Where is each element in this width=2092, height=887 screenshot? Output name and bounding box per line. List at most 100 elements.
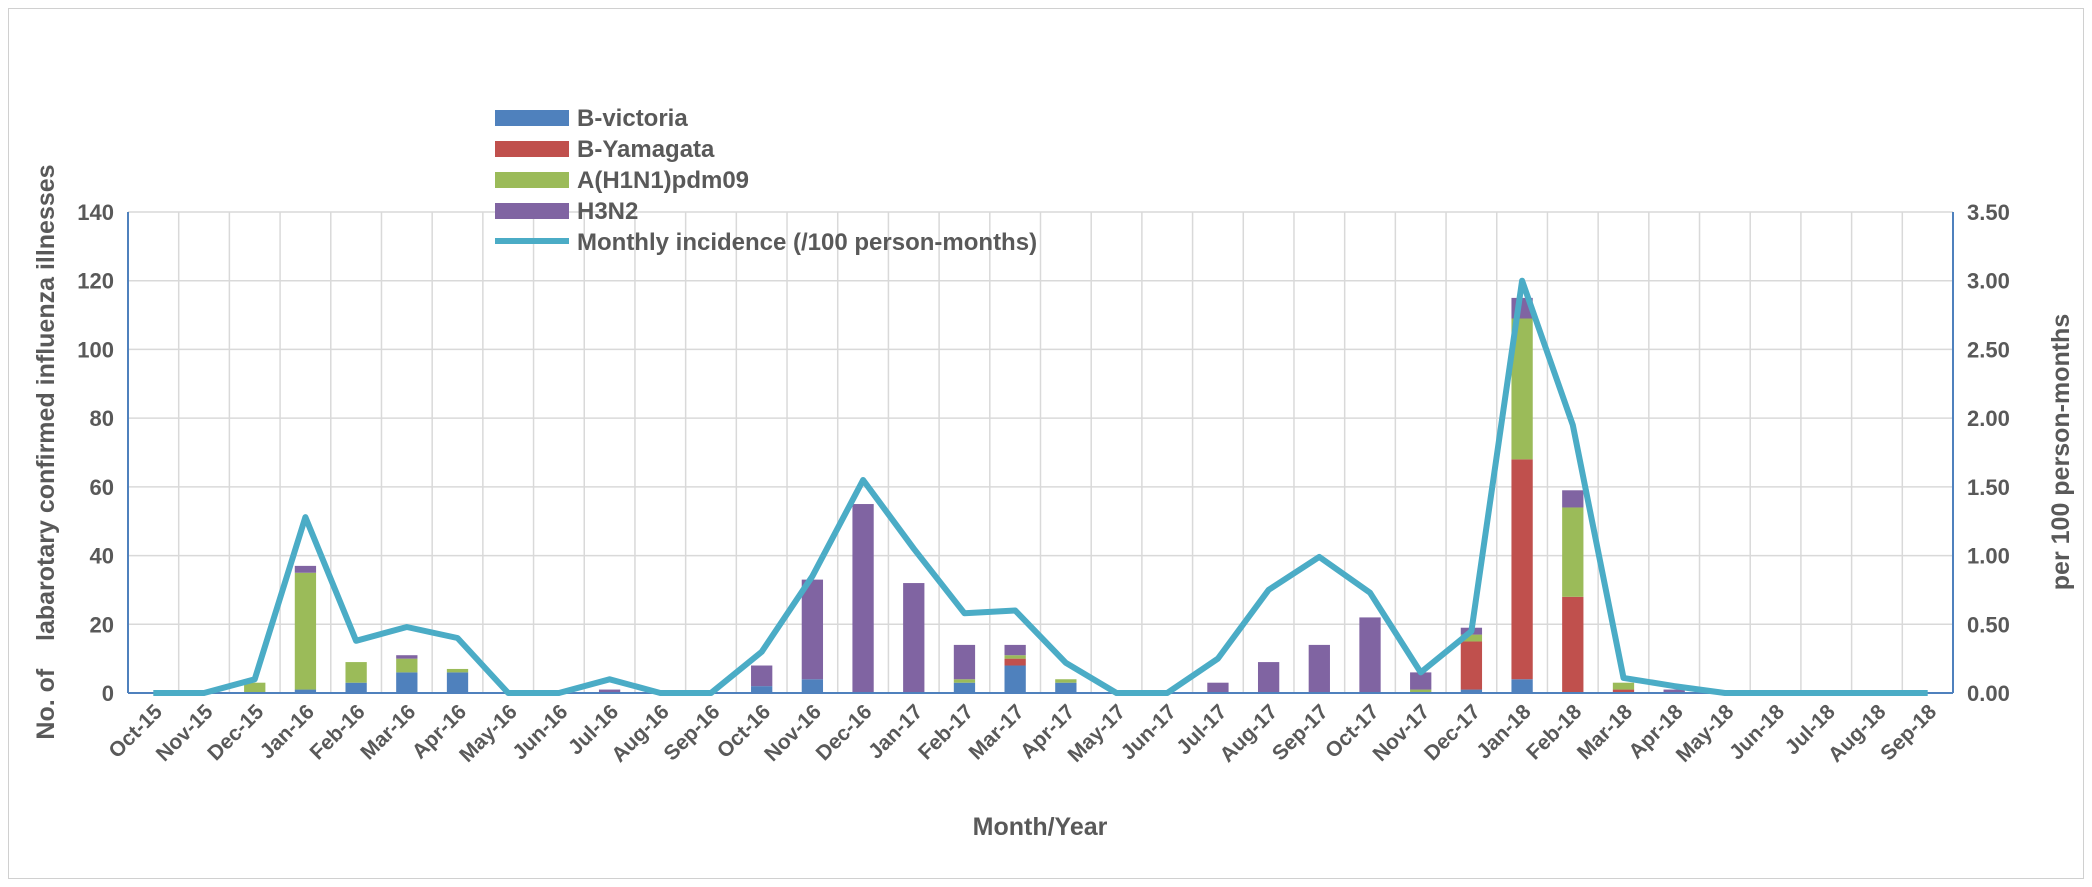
x-tick-label: Dec-17: [1420, 700, 1485, 765]
y-tick-right: 0.00: [1967, 681, 2010, 706]
x-tick-label: May-16: [455, 700, 522, 767]
bar-a-h1n1-pdm09-mar-18: [1612, 682, 1635, 690]
bar-b-victoria-feb-17: [953, 682, 976, 693]
bar-h3n2-sep-17: [1308, 644, 1330, 693]
bar-h3n2-nov-17: [1410, 672, 1432, 690]
legend-swatch-b-victoria: [495, 110, 569, 126]
x-tick-label: May-17: [1063, 700, 1130, 767]
bar-a-h1n1-pdm09-apr-17: [1055, 679, 1077, 683]
y-tick-left: 80: [90, 406, 114, 431]
y-tick-left: 140: [77, 200, 114, 225]
x-tick-label: Feb-18: [1522, 700, 1586, 764]
x-tick-label: Mar-16: [356, 700, 420, 764]
bar-a-h1n1-pdm09-feb-17: [953, 679, 976, 683]
bar-b-victoria-dec-17: [1460, 689, 1483, 693]
tick-labels: 0 20 40 60 80 100 120 140 0.00 0.50 1.00 1.50 2.00 2.…: [77, 200, 2010, 767]
axes: [127, 212, 1954, 694]
x-tick-label: Jan-16: [256, 700, 319, 763]
x-tick-label: Jun-16: [508, 700, 572, 764]
bar-b-yamagata-feb-18: [1562, 596, 1584, 693]
bar-b-victoria-jan-18: [1511, 679, 1533, 693]
bar-h3n2-mar-17: [1004, 644, 1026, 656]
legend-label-b-victoria: B-victoria: [577, 105, 688, 132]
x-axis-label: Month/Year: [973, 813, 1108, 841]
bar-a-h1n1-pdm09-feb-16: [345, 662, 367, 683]
legend-label-b-yamagata: B-Yamagata: [577, 136, 715, 163]
legend-swatch-b-yamagata: [495, 141, 569, 157]
bar-b-victoria-mar-17: [1004, 665, 1026, 693]
bar-b-yamagata-mar-17: [1004, 658, 1026, 666]
gridlines: [127, 211, 1954, 694]
bar-a-h1n1-pdm09-nov-17: [1410, 689, 1432, 693]
bar-h3n2-oct-17: [1359, 617, 1381, 693]
x-tick-label: Feb-16: [306, 700, 370, 764]
bar-b-victoria-apr-16: [446, 672, 469, 693]
x-tick-label: Nov-15: [152, 700, 218, 766]
x-tick-label: Nov-17: [1368, 700, 1434, 766]
x-tick-label: Jan-17: [864, 700, 927, 763]
bar-h3n2-dec-16: [852, 504, 874, 693]
bar-b-victoria-feb-16: [345, 682, 367, 693]
bar-a-h1n1-pdm09-dec-15: [244, 682, 266, 693]
bar-b-yamagata-mar-18: [1612, 689, 1635, 693]
x-tick-label: Sep-18: [1876, 700, 1941, 765]
bar-a-h1n1-pdm09-mar-16: [396, 658, 418, 673]
bar-b-yamagata-dec-17: [1460, 641, 1483, 690]
bar-h3n2-feb-18: [1562, 490, 1584, 508]
bar-h3n2-jul-16: [598, 689, 621, 693]
x-tick-label: May-18: [1672, 700, 1739, 767]
x-tick-label: Dec-16: [812, 700, 877, 765]
x-tick-label: Sep-17: [1268, 700, 1333, 765]
x-tick-label: Mar-18: [1573, 700, 1637, 764]
bar-a-h1n1-pdm09-apr-16: [446, 668, 469, 673]
x-tick-label: Aug-17: [1216, 700, 1283, 767]
bar-a-h1n1-pdm09-jan-16: [294, 572, 317, 690]
y-tick-right: 0.50: [1967, 612, 2010, 637]
x-tick-label: Aug-16: [607, 700, 674, 767]
y-tick-right: 2.00: [1967, 406, 2010, 431]
legend-label-h3n2: H3N2: [577, 198, 638, 225]
x-tick-label: Jun-17: [1117, 700, 1181, 764]
bar-h3n2-aug-17: [1257, 662, 1280, 693]
y-tick-right: 3.50: [1967, 200, 2010, 225]
bar-b-victoria-jan-16: [294, 689, 317, 693]
x-tick-label: Jan-18: [1472, 700, 1536, 764]
y-tick-left: 20: [90, 612, 114, 637]
y-tick-left: 60: [90, 475, 114, 500]
y-tick-left: 120: [77, 269, 114, 294]
bar-series-group: [244, 297, 1685, 693]
y-axis-label-left: No. of labarotary confirmed influenza il…: [32, 164, 60, 739]
x-tick-label: Nov-16: [760, 700, 826, 766]
y-tick-right: 1.00: [1967, 544, 2010, 569]
chart-frame: 0 20 40 60 80 100 120 140 0.00 0.50 1.00 1.50 2.00 2.…: [8, 8, 2084, 879]
legend-swatch-a-h1n1-pdm09: [495, 172, 569, 188]
bar-a-h1n1-pdm09-feb-18: [1562, 507, 1584, 597]
y-tick-right: 3.00: [1967, 269, 2010, 294]
y-tick-right: 1.50: [1967, 475, 2010, 500]
y-axis-label-right: per 100 person-months: [2047, 314, 2075, 590]
bar-a-h1n1-pdm09-mar-17: [1004, 655, 1026, 659]
x-tick-label: Sep-16: [660, 700, 725, 765]
x-tick-label: Mar-17: [965, 700, 1029, 764]
x-tick-label: Aug-18: [1824, 700, 1891, 767]
legend-swatch-h3n2: [495, 203, 569, 219]
bar-b-victoria-oct-16: [751, 686, 773, 693]
legend: B-victoria B-Yamagata A(H1N1)pdm09 H3N2 Mont…: [495, 105, 1037, 256]
legend-label-incidence: Monthly incidence (/100 person-months): [577, 229, 1037, 256]
incidence-line-group: [153, 277, 1928, 696]
bar-h3n2-jul-17: [1207, 682, 1229, 693]
bar-a-h1n1-pdm09-dec-17: [1460, 634, 1483, 642]
bar-h3n2-mar-16: [396, 655, 418, 659]
x-tick-label: Dec-15: [203, 700, 268, 765]
bar-h3n2-apr-18: [1663, 689, 1685, 693]
bar-b-victoria-nov-16: [801, 679, 824, 693]
bar-h3n2-feb-17: [953, 644, 976, 680]
bar-h3n2-nov-16: [801, 579, 824, 680]
bar-b-victoria-mar-16: [396, 672, 418, 693]
bar-b-victoria-apr-17: [1055, 682, 1077, 693]
x-tick-label: Jun-18: [1725, 700, 1789, 764]
bar-a-h1n1-pdm09-jan-18: [1511, 318, 1533, 460]
combo-chart: 0 20 40 60 80 100 120 140 0.00 0.50 1.00 1.50 2.00 2.…: [32, 105, 2075, 841]
bar-h3n2-jan-17: [903, 583, 925, 693]
y-tick-left: 100: [77, 337, 114, 362]
